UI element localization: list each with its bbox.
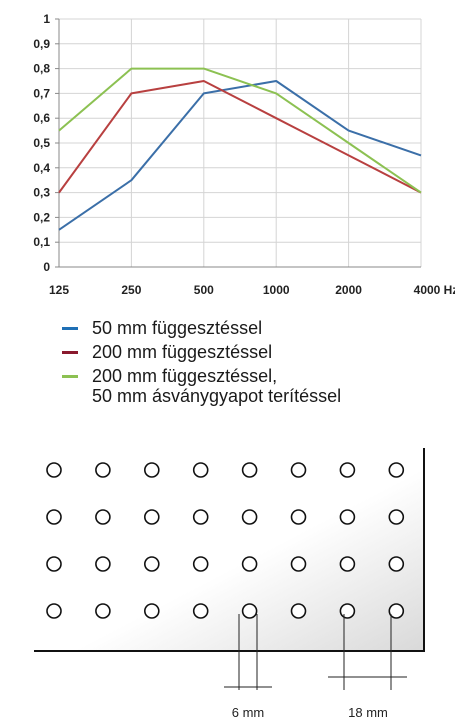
chart-series xyxy=(58,67,422,231)
perforation-hole xyxy=(339,462,356,478)
perforation-hole xyxy=(339,556,356,572)
legend-label: 200 mm függesztéssel, 50 mm ásványgyapot… xyxy=(92,366,342,406)
hole-diameter-label: 6 mm xyxy=(232,705,265,720)
perforation-hole xyxy=(95,462,111,478)
legend-item: 50 mm függesztéssel xyxy=(62,318,341,338)
perforation-hole xyxy=(290,556,307,572)
chart-ticks: 0 0,1 0,2 0,3 0,4 0,5 0,6 0,7 0,8 0,9 1 125 250 500 10… xyxy=(33,12,455,297)
chart-legend: 50 mm függesztéssel 200 mm függesztéssel… xyxy=(62,318,341,410)
legend-item: 200 mm függesztéssel xyxy=(62,342,341,362)
panel-surface xyxy=(34,448,424,651)
perforation-hole xyxy=(192,509,209,525)
perforation-hole xyxy=(95,509,111,525)
perforation-hole xyxy=(144,462,160,478)
perforation-hole xyxy=(192,603,209,619)
perforation-hole xyxy=(241,509,258,525)
perforation-hole xyxy=(46,462,62,478)
series-line xyxy=(58,80,422,194)
legend-item: 200 mm függesztéssel, 50 mm ásványgyapot… xyxy=(62,366,341,406)
perforation-hole xyxy=(241,603,258,619)
x-tick-label: 1000 xyxy=(263,283,290,297)
perforation-hole xyxy=(46,556,62,572)
x-tick-label: 125 xyxy=(49,283,69,297)
perforation-hole xyxy=(95,603,111,619)
chart-grid xyxy=(55,18,422,268)
y-tick-label: 0,2 xyxy=(33,210,50,224)
y-tick-label: 0,1 xyxy=(33,235,50,249)
x-tick-label: 4000 Hz xyxy=(414,283,455,297)
y-tick-label: 0,5 xyxy=(33,136,50,150)
perforation-hole xyxy=(290,509,307,525)
y-tick-label: 0,8 xyxy=(33,62,50,76)
perforation-hole xyxy=(339,509,356,525)
y-tick-label: 1 xyxy=(43,12,50,26)
y-tick-label: 0,4 xyxy=(33,161,50,175)
perforation-hole xyxy=(46,603,62,619)
perforation-hole xyxy=(192,556,209,572)
hole-grid xyxy=(46,462,405,619)
legend-label: 50 mm függesztéssel xyxy=(92,318,263,338)
perforation-hole xyxy=(388,556,405,572)
absorption-chart: 0 0,1 0,2 0,3 0,4 0,5 0,6 0,7 0,8 0,9 1 125 250 500 10… xyxy=(33,12,455,297)
perforation-hole xyxy=(241,556,258,572)
perforation-hole xyxy=(192,462,209,478)
perforation-hole xyxy=(388,603,405,619)
perforation-hole xyxy=(290,462,307,478)
x-tick-label: 500 xyxy=(194,283,214,297)
legend-swatch xyxy=(62,351,78,354)
perforation-hole xyxy=(46,509,62,525)
perforation-hole xyxy=(144,603,160,619)
y-tick-label: 0,6 xyxy=(33,111,50,125)
perforation-hole xyxy=(241,462,258,478)
pitch-label: 18 mm xyxy=(348,705,388,720)
legend-swatch xyxy=(62,375,78,378)
perforation-hole xyxy=(339,603,356,619)
perforation-hole xyxy=(95,556,111,572)
series-line xyxy=(58,67,422,194)
y-tick-label: 0,9 xyxy=(33,37,50,51)
legend-label: 200 mm függesztéssel xyxy=(92,342,273,362)
x-tick-label: 2000 xyxy=(335,283,362,297)
hole-diameter-dimension: 6 mm xyxy=(224,614,272,720)
perforation-hole xyxy=(144,556,160,572)
perforation-hole xyxy=(290,603,307,619)
legend-swatch xyxy=(62,327,78,330)
series-line xyxy=(58,80,422,231)
perforation-hole xyxy=(388,462,405,478)
y-tick-label: 0,3 xyxy=(33,186,50,200)
y-tick-label: 0 xyxy=(43,260,50,274)
perforation-hole xyxy=(388,509,405,525)
pitch-dimension: 18 mm xyxy=(328,614,407,720)
y-tick-label: 0,7 xyxy=(33,86,50,100)
perforation-hole xyxy=(144,509,160,525)
x-tick-label: 250 xyxy=(121,283,141,297)
